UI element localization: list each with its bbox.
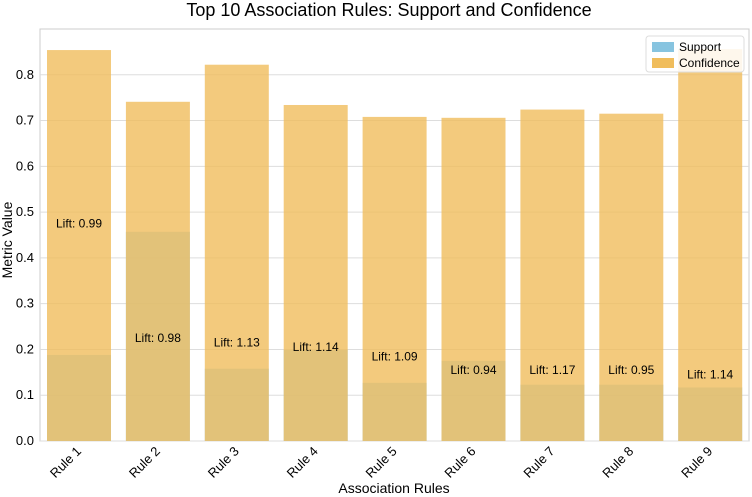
lift-label: Lift: 0.98 bbox=[135, 331, 181, 345]
chart-title: Top 10 Association Rules: Support and Co… bbox=[186, 0, 591, 20]
lift-labels: Lift: 0.99 Lift: 0.98 Lift: 1.13 Lift: 1.14… bbox=[56, 217, 734, 382]
y-tick-label: 0.8 bbox=[16, 67, 34, 82]
x-tick-label: Rule 8 bbox=[599, 444, 636, 481]
confidence-bar bbox=[362, 116, 427, 441]
y-tick-label: 0.1 bbox=[16, 387, 34, 402]
lift-label: Lift: 1.14 bbox=[687, 368, 733, 382]
x-tick-label: Rule 4 bbox=[284, 444, 321, 481]
confidence-bar bbox=[283, 104, 348, 441]
y-tick-label: 0.7 bbox=[16, 113, 34, 128]
x-tick-label: Rule 2 bbox=[126, 444, 163, 481]
x-tick-label: Rule 6 bbox=[441, 444, 478, 481]
confidence-bar bbox=[599, 113, 664, 441]
y-tick-label: 0.0 bbox=[16, 433, 34, 448]
x-tick-label: Rule 9 bbox=[678, 444, 715, 481]
lift-label: Lift: 1.13 bbox=[214, 336, 260, 350]
y-tick-label: 0.6 bbox=[16, 158, 34, 173]
confidence-bar bbox=[520, 109, 585, 442]
legend-swatch-confidence bbox=[652, 58, 674, 68]
x-tick-label: Rule 5 bbox=[363, 444, 400, 481]
confidence-bar bbox=[678, 49, 743, 442]
confidence-bar bbox=[204, 64, 269, 441]
legend: Support Confidence bbox=[645, 35, 745, 73]
x-axis-ticks: Rule 1 Rule 2 Rule 3 Rule 4 Rule 5 Rule 6 Rule… bbox=[47, 444, 715, 481]
lift-label: Lift: 0.94 bbox=[450, 363, 496, 377]
lift-label: Lift: 0.95 bbox=[608, 363, 654, 377]
lift-label: Lift: 1.17 bbox=[529, 363, 575, 377]
confidence-bar bbox=[47, 50, 111, 442]
lift-label: Lift: 1.09 bbox=[372, 349, 418, 363]
legend-label-confidence: Confidence bbox=[679, 56, 740, 70]
plot-area: Lift: 0.99 Lift: 0.98 Lift: 1.13 Lift: 1.14… bbox=[39, 28, 750, 442]
lift-label: Lift: 1.14 bbox=[293, 340, 339, 354]
legend-label-support: Support bbox=[679, 40, 722, 54]
y-tick-label: 0.5 bbox=[16, 204, 34, 219]
confidence-bar bbox=[125, 101, 190, 441]
x-tick-label: Rule 7 bbox=[520, 444, 557, 481]
confidence-series bbox=[47, 49, 743, 442]
legend-swatch-support bbox=[652, 42, 674, 52]
y-tick-label: 0.4 bbox=[16, 250, 34, 265]
x-tick-label: Rule 3 bbox=[205, 444, 242, 481]
lift-label: Lift: 0.99 bbox=[56, 217, 102, 231]
y-axis-label: Metric Value bbox=[0, 201, 15, 278]
y-axis-ticks: 0.0 0.1 0.2 0.3 0.4 0.5 0.6 0.7 0.8 bbox=[16, 67, 34, 448]
y-tick-label: 0.3 bbox=[16, 296, 34, 311]
y-tick-label: 0.2 bbox=[16, 341, 34, 356]
x-axis-label: Association Rules bbox=[338, 480, 449, 496]
confidence-bar bbox=[441, 117, 506, 441]
x-tick-label: Rule 1 bbox=[47, 444, 84, 481]
